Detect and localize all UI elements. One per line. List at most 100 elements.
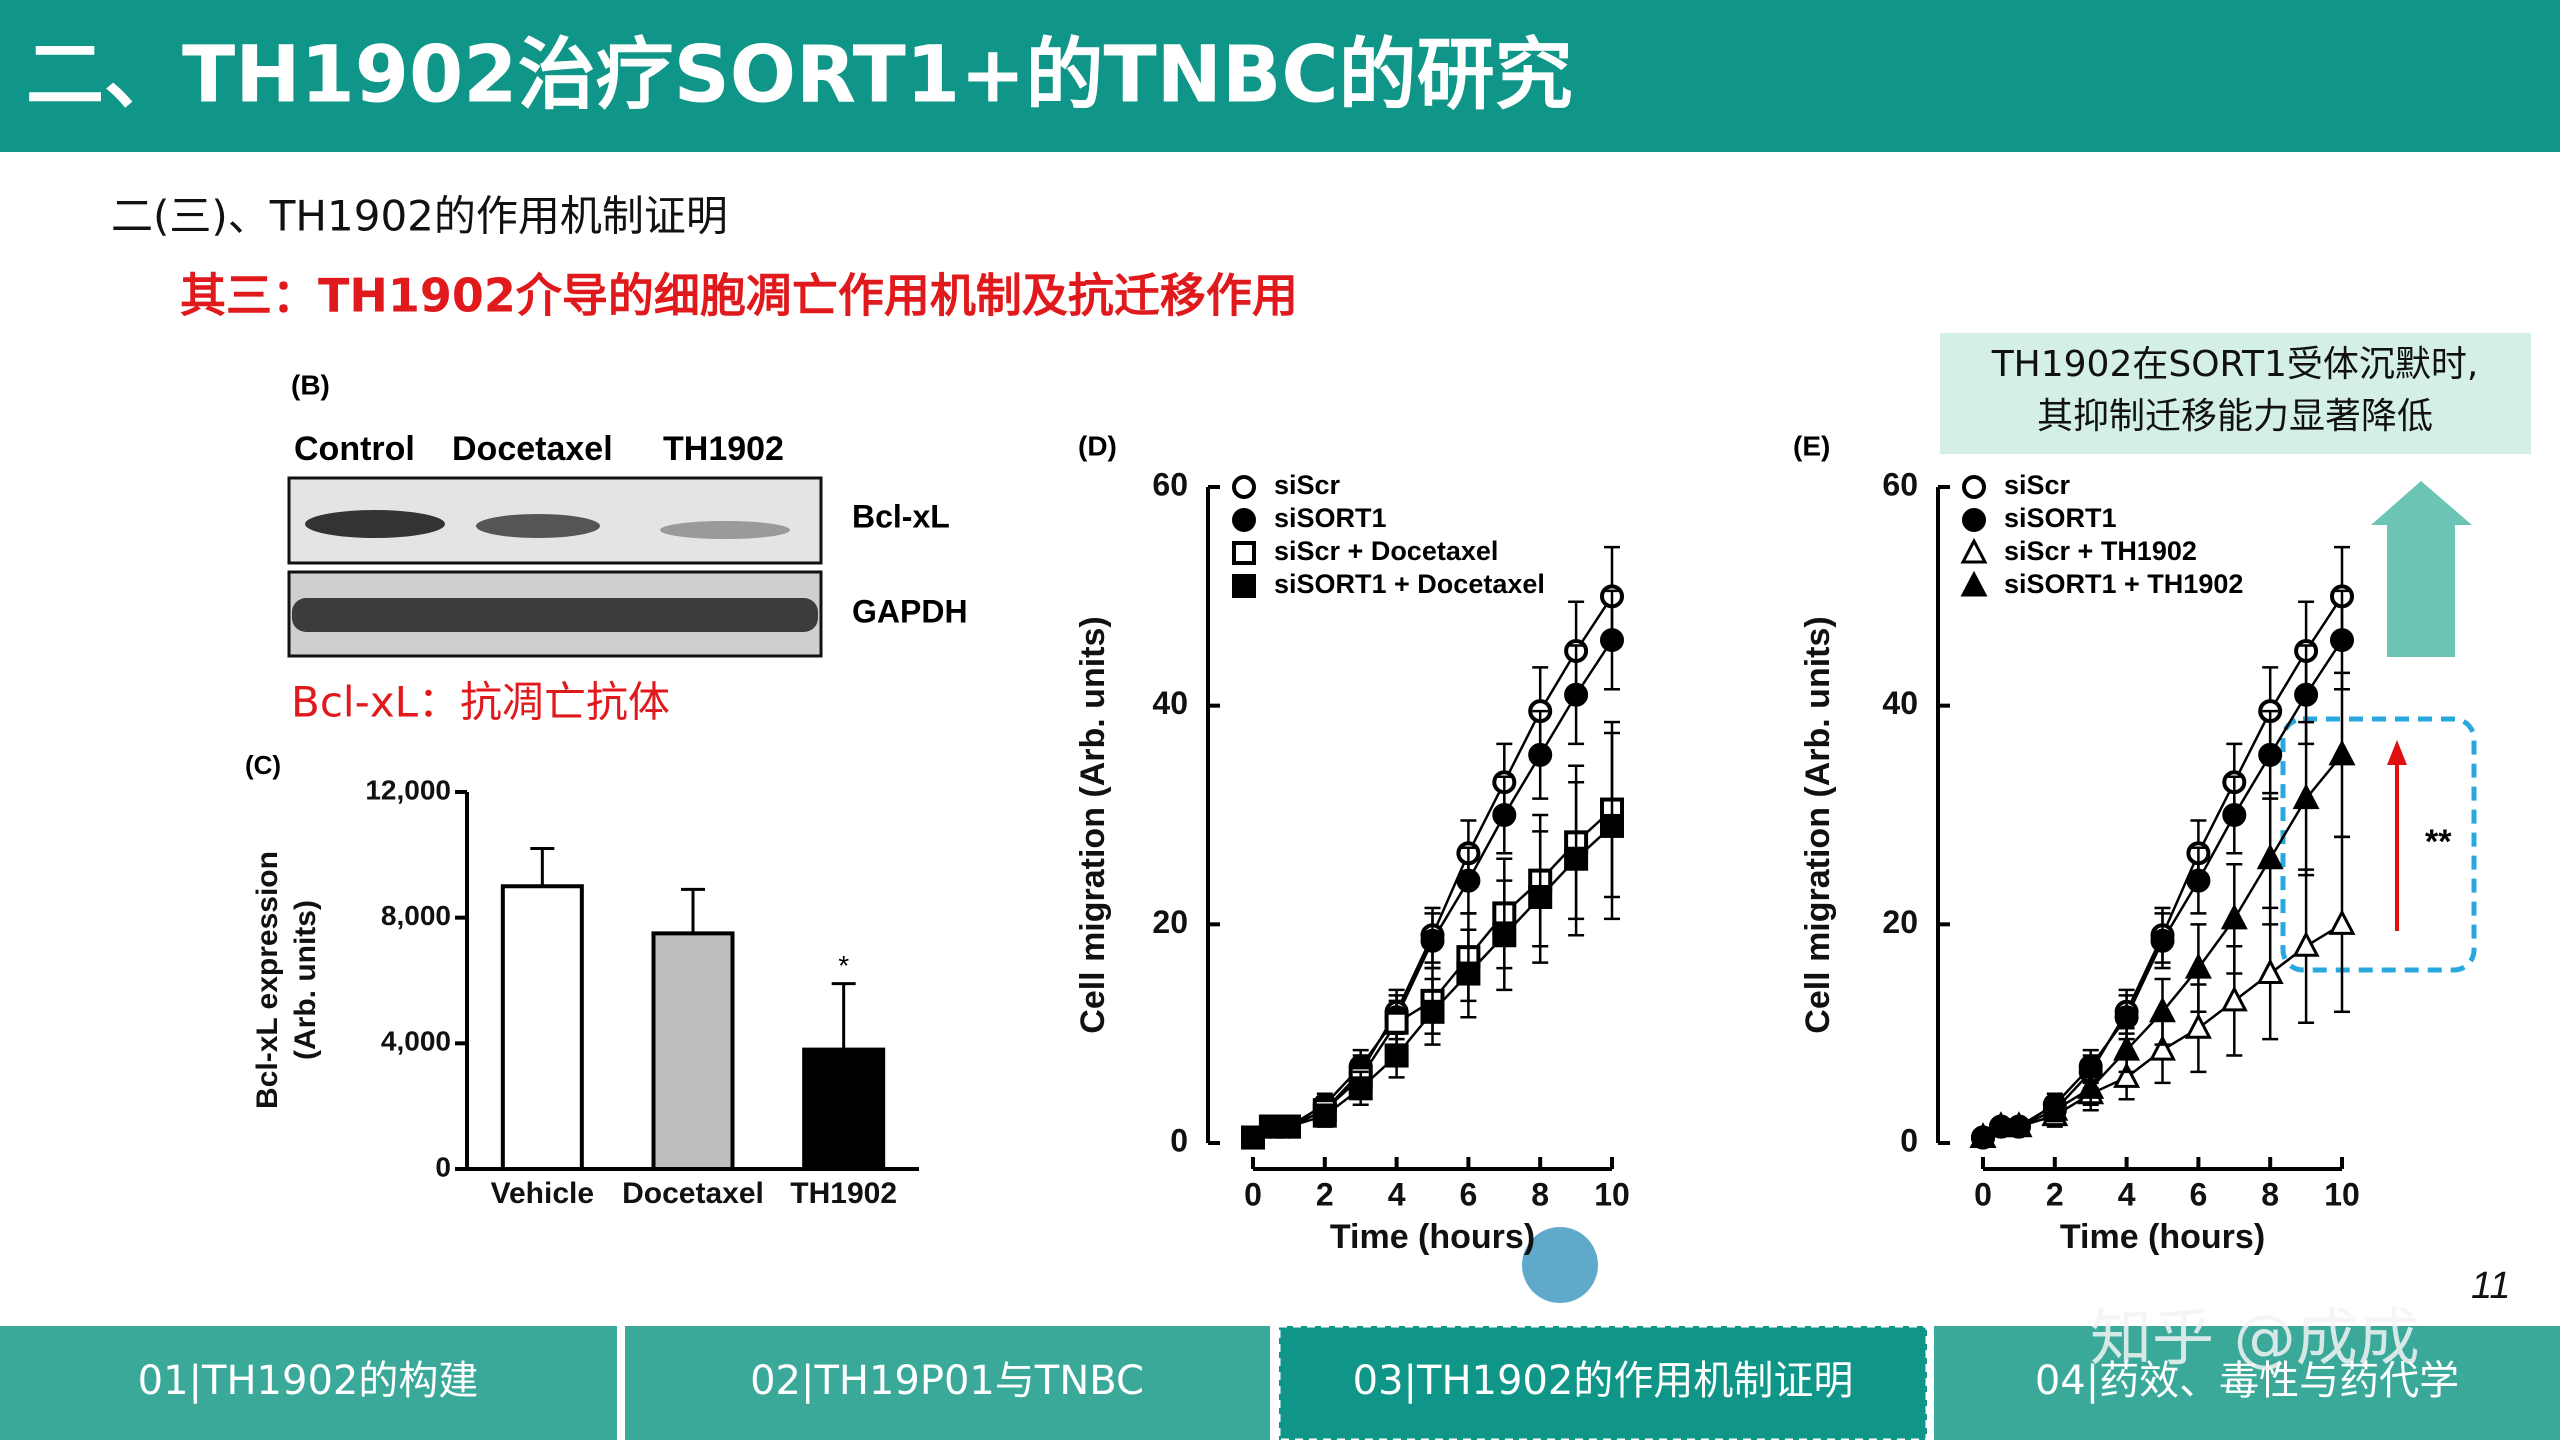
marker xyxy=(1564,846,1589,871)
logo xyxy=(1522,1227,1598,1303)
marker xyxy=(2184,952,2212,979)
footer-tab[interactable] xyxy=(625,1326,1270,1440)
marker xyxy=(1564,682,1589,707)
x-tick-label: TH1902 xyxy=(790,1177,897,1210)
y-axis-title: Cell migration (Arb. units) xyxy=(1799,616,1837,1033)
y-tick-label: 20 xyxy=(1152,904,1188,940)
marker xyxy=(1492,923,1517,948)
series-line xyxy=(1252,595,1614,1139)
legend-label: siSORT1 xyxy=(1274,503,1387,533)
marker xyxy=(1384,1043,1409,1068)
y-axis-title: Bcl-xL expression xyxy=(251,851,284,1109)
x-tick-label: 2 xyxy=(2046,1176,2064,1212)
marker xyxy=(1600,813,1624,838)
y-axis-title: (Arb. units) xyxy=(289,900,322,1060)
x-tick-label: 10 xyxy=(1594,1176,1630,1212)
marker xyxy=(2328,909,2356,935)
x-tick-label: 6 xyxy=(1460,1176,1478,1212)
y-tick-label: 60 xyxy=(1152,466,1188,502)
y-tick-label: 40 xyxy=(1882,685,1918,721)
up-arrow xyxy=(2371,481,2472,657)
marker xyxy=(2292,783,2320,810)
x-axis-title: Time (hours) xyxy=(1330,1218,1535,1256)
series-line xyxy=(1252,639,1614,1139)
callout-line: 其抑制迁移能力显著降低 xyxy=(2037,396,2433,437)
y-tick-label: 12,000 xyxy=(365,774,451,805)
lane-label: Control xyxy=(294,430,415,468)
y-tick-label: 4,000 xyxy=(381,1026,451,1057)
charts: (C) Bcl-xL expression (Arb. units) 0 4,000 8,… xyxy=(245,430,2452,1256)
y-tick-label: 40 xyxy=(1152,685,1188,721)
legend-label: siSORT1 + TH1902 xyxy=(2004,569,2243,599)
header-title: 二、TH1902治疗SORT1+的TNBC的研究 xyxy=(26,30,1573,120)
page-number: 11 xyxy=(2471,1265,2510,1307)
marker xyxy=(1987,1111,2015,1138)
x-tick-label: 6 xyxy=(2190,1176,2208,1212)
panel-label: (D) xyxy=(1078,430,1117,461)
legend-label: siScr + TH1902 xyxy=(2004,536,2197,566)
band-label: Bcl-xL xyxy=(852,498,950,534)
footer-tab-label[interactable]: 02|TH19P01与TNBC xyxy=(750,1358,1144,1404)
marker xyxy=(1312,1103,1337,1128)
bar xyxy=(651,931,735,1171)
marker xyxy=(1276,1114,1301,1139)
marker xyxy=(2292,930,2320,957)
legend-label: siScr xyxy=(1274,470,1341,500)
legend-marker xyxy=(1960,570,1988,597)
y-axis-title: Cell migration (Arb. units) xyxy=(1074,616,1112,1033)
footer-tab-active[interactable] xyxy=(1277,1324,1929,1440)
bar xyxy=(500,884,584,1171)
blot-band xyxy=(292,598,818,632)
marker xyxy=(2005,1111,2033,1138)
x-tick-label: 10 xyxy=(2324,1176,2360,1212)
x-axis-title: Time (hours) xyxy=(2060,1218,2265,1256)
annotation: ** xyxy=(2425,823,2452,861)
marker xyxy=(1492,803,1517,827)
legend-label: siSORT1 xyxy=(2004,503,2117,533)
marker xyxy=(2150,928,2175,953)
y-tick-label: 0 xyxy=(435,1151,451,1182)
marker xyxy=(2220,903,2248,930)
legend-label: siScr xyxy=(2004,470,2071,500)
marker xyxy=(2149,1034,2176,1061)
marker xyxy=(2220,985,2248,1012)
marker xyxy=(2113,1034,2141,1061)
y-tick-label: 60 xyxy=(1882,466,1918,502)
footer-tab-label[interactable]: 03|TH1902的作用机制证明 xyxy=(1353,1358,1854,1404)
legend-marker xyxy=(1232,574,1256,598)
footer-tab[interactable] xyxy=(1934,1326,2560,1440)
x-tick-label: 0 xyxy=(1974,1176,1992,1212)
marker xyxy=(2149,996,2176,1023)
legend-marker xyxy=(1232,541,1256,565)
y-tick-label: 8,000 xyxy=(381,900,451,931)
footer-tab-label[interactable]: 04|药效、毒性与药代学 xyxy=(2035,1358,2459,1404)
marker xyxy=(2256,843,2284,870)
marker xyxy=(2330,628,2354,653)
marker xyxy=(2114,1005,2139,1030)
watermark: 知乎 @成成 xyxy=(2090,1301,2420,1374)
footer-tab-label[interactable]: 01|TH1902的构建 xyxy=(138,1358,479,1404)
x-tick-label: Docetaxel xyxy=(622,1177,764,1210)
highlight-box xyxy=(2280,716,2477,973)
marker xyxy=(1420,999,1445,1024)
marker xyxy=(2184,1012,2212,1039)
marker xyxy=(2077,1073,2105,1099)
marker xyxy=(2256,958,2284,985)
marker xyxy=(1348,1076,1373,1101)
callout-box xyxy=(1940,333,2531,454)
legend-label: siScr + Docetaxel xyxy=(1274,536,1498,566)
panel-label: (B) xyxy=(291,369,330,400)
marker xyxy=(1456,868,1481,893)
legend-marker xyxy=(1960,537,1988,564)
x-tick-label: 8 xyxy=(1531,1176,1549,1212)
legend-marker xyxy=(1962,508,1986,532)
footer-tab[interactable] xyxy=(0,1326,617,1440)
panel-label: (E) xyxy=(1793,430,1830,461)
x-tick-label: 4 xyxy=(1388,1176,1406,1212)
significance: * xyxy=(838,950,849,981)
blot-band xyxy=(476,514,600,538)
y-tick-label: 0 xyxy=(1900,1122,1918,1158)
header-band xyxy=(0,0,2560,152)
